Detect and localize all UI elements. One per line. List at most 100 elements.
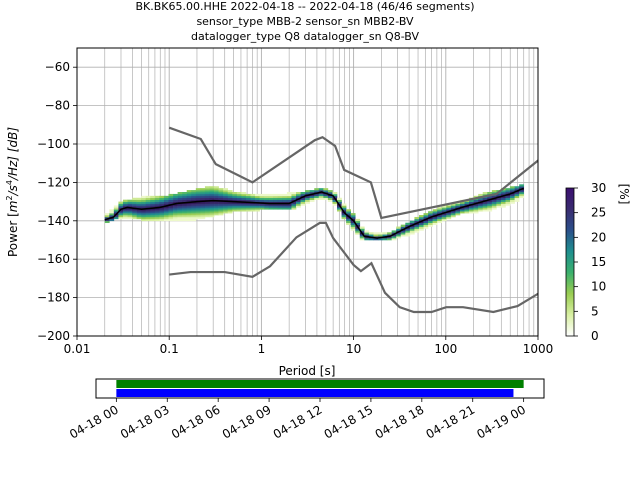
density-cell [268, 207, 274, 210]
density-cell [259, 199, 265, 202]
density-cell [122, 215, 128, 218]
density-cell [173, 209, 178, 212]
colorbar-ticks: 0 5 10 15 20 25 30 [574, 181, 606, 343]
density-cell [314, 197, 320, 200]
density-cell [241, 195, 247, 199]
density-cell [214, 209, 219, 212]
density-cell [450, 205, 456, 208]
density-cell [177, 205, 183, 208]
density-cell [505, 190, 511, 193]
density-cell [236, 205, 242, 208]
density-cell [200, 192, 206, 195]
density-cell [268, 199, 274, 202]
density-cell [132, 205, 137, 208]
density-cell [423, 216, 429, 220]
density-cell [209, 209, 215, 212]
density-cell [186, 211, 192, 214]
density-cell [341, 207, 347, 210]
density-cell [232, 205, 238, 208]
density-cell [227, 195, 233, 199]
density-cell [341, 205, 347, 208]
density-cell [136, 213, 142, 216]
density-cell [214, 195, 219, 199]
density-cell [296, 193, 301, 197]
density-cell [127, 215, 133, 218]
density-cell [300, 199, 306, 202]
density-cell [441, 205, 447, 208]
density-cell [200, 207, 206, 210]
density-cell [259, 197, 265, 200]
density-cell [214, 201, 219, 204]
colorbar-gradient [565, 187, 575, 337]
colorbar-tick-label: 25 [591, 206, 606, 220]
density-cell [487, 192, 493, 195]
density-cell [154, 195, 160, 199]
density-cell [305, 201, 310, 204]
density-cell [200, 211, 206, 214]
density-cell [241, 203, 247, 206]
density-cell [446, 213, 452, 216]
density-cell [441, 216, 447, 220]
density-cell [132, 199, 137, 202]
density-cell [182, 218, 188, 222]
density-cell [255, 193, 260, 197]
density-cell [255, 199, 260, 202]
density-cell [232, 203, 238, 206]
density-cell [223, 197, 229, 200]
density-cell [277, 193, 283, 197]
density-cell [182, 195, 188, 199]
density-cell [428, 220, 433, 224]
density-cell [405, 232, 411, 235]
density-cell [264, 203, 269, 206]
density-cell [227, 209, 233, 212]
density-cell [168, 197, 174, 200]
density-cell [218, 190, 224, 193]
density-cell [482, 197, 488, 200]
density-cell [409, 228, 415, 231]
density-cell [268, 197, 274, 200]
density-cell [364, 230, 370, 233]
density-cell [159, 207, 165, 210]
density-cell [286, 193, 292, 197]
density-cell [204, 195, 210, 199]
density-cell [163, 215, 169, 218]
density-cell [109, 209, 115, 212]
density-cell [186, 216, 192, 220]
x-tick-label: 1000 [523, 342, 554, 356]
density-cell [209, 203, 215, 206]
density-cell [227, 211, 233, 214]
density-cell [168, 207, 174, 210]
density-cell [136, 197, 142, 200]
density-cell [209, 197, 215, 200]
density-cell [209, 188, 215, 191]
y-tick-label: −160 [37, 252, 70, 266]
density-cell [355, 220, 361, 224]
density-cell [273, 207, 279, 210]
density-cell [141, 199, 147, 202]
density-cell [505, 188, 511, 191]
density-cell [459, 207, 465, 210]
density-cell [168, 218, 174, 222]
density-cell [482, 207, 488, 210]
density-cell [500, 193, 506, 197]
density-cell [195, 207, 201, 210]
density-cell [218, 188, 224, 191]
density-cell [118, 213, 124, 216]
density-cell [127, 201, 133, 204]
density-cell [186, 207, 192, 210]
density-cell [469, 209, 474, 212]
density-cell [163, 216, 169, 220]
density-cell [337, 209, 342, 212]
density-cell [450, 203, 456, 206]
density-cell [136, 203, 142, 206]
density-cell [191, 215, 197, 218]
timeline-bars [116, 380, 524, 397]
density-cell [414, 220, 420, 224]
density-cell [145, 201, 151, 204]
density-cell [136, 199, 142, 202]
density-cell [341, 216, 347, 220]
density-cell [236, 195, 242, 199]
density-cell [282, 193, 288, 197]
density-cell [368, 238, 374, 241]
density-cell [364, 232, 370, 235]
